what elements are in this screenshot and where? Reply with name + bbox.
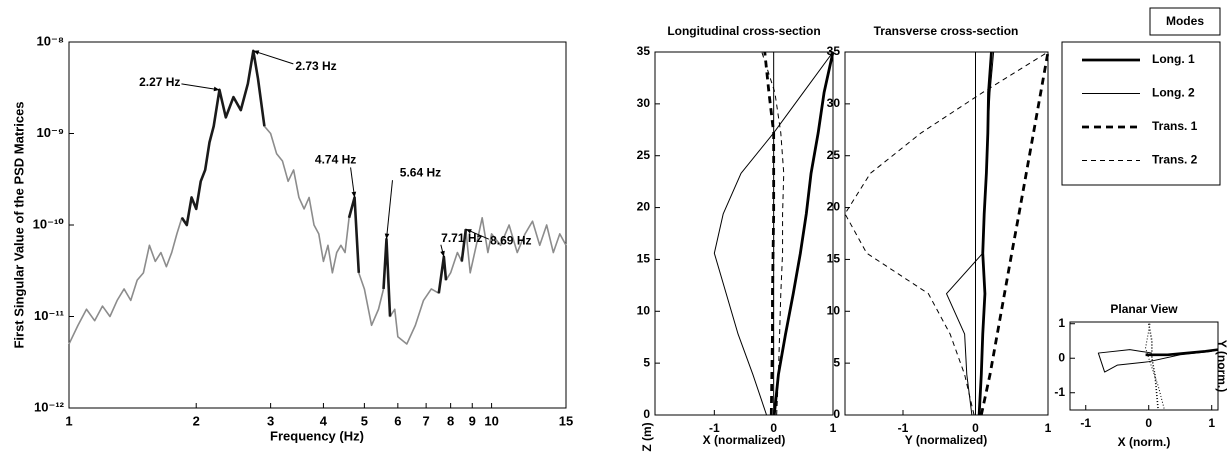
chart-title: Planar View: [1110, 302, 1178, 316]
x-tick-label: 4: [320, 413, 328, 428]
y-tick-label: 15: [637, 252, 651, 266]
x-tick-label: 9: [469, 413, 476, 428]
legend-label: Trans. 1: [1152, 119, 1198, 133]
y-tick-label: 1: [1058, 316, 1065, 330]
series-line: [1097, 349, 1212, 373]
x-axis-label: Frequency (Hz): [270, 428, 364, 443]
x-tick-label: 3: [267, 413, 274, 428]
x-tick-label: 7: [423, 413, 430, 428]
x-tick-label: 1: [830, 421, 837, 435]
legend-box: [1061, 41, 1221, 186]
chart-title: Longitudinal cross-section: [667, 24, 820, 38]
y-tick-label: 15: [827, 252, 841, 266]
x-tick-label: 15: [559, 413, 573, 428]
annotation-label: 2.27 Hz: [139, 75, 180, 89]
y-tick-label: 25: [827, 148, 841, 162]
arrow-head: [465, 229, 472, 234]
y-tick-label: -1: [1054, 385, 1065, 399]
legend-label: Trans. 2: [1152, 153, 1198, 167]
annotation-label: 7.71 Hz: [441, 231, 482, 245]
x-tick-label: 1: [1045, 421, 1052, 435]
plot-frame: [654, 51, 834, 416]
y-tick-label: 0: [1058, 350, 1065, 364]
annotation-label: 2.73 Hz: [295, 59, 336, 73]
series-line: [1145, 348, 1219, 357]
x-tick-label: 0: [770, 421, 777, 435]
x-axis-label: X (norm.): [1118, 435, 1171, 449]
arrow-head: [351, 191, 357, 198]
y-axis-label: Z (m): [640, 422, 654, 451]
x-tick-label: 0: [972, 421, 979, 435]
y-tick-label: 35: [827, 44, 841, 58]
chart-title: Transverse cross-section: [874, 24, 1019, 38]
y-axis-label: First Singular Value of the PSD Matrices: [11, 101, 26, 348]
y-tick-label: 30: [827, 96, 841, 110]
series-line: [180, 49, 468, 317]
y-tick-label: 10⁻¹⁰: [33, 216, 65, 231]
x-tick-label: 6: [394, 413, 401, 428]
series-line: [772, 51, 835, 416]
arrow-head: [384, 233, 390, 240]
arrow-head: [253, 50, 260, 55]
y-tick-label: 10⁻⁸: [37, 33, 64, 48]
x-tick-label: 1: [65, 413, 72, 428]
x-tick-label: -1: [1080, 416, 1091, 430]
x-tick-label: 2: [193, 413, 200, 428]
y-tick-label: 10⁻¹²: [34, 399, 65, 414]
x-tick-label: 10: [484, 413, 498, 428]
plot-frame: [1069, 321, 1219, 411]
legend-title: Modes: [1166, 14, 1204, 28]
y-tick-label: 35: [637, 44, 651, 58]
series-line: [1147, 323, 1159, 411]
y-tick-label: 0: [643, 407, 650, 421]
legend-title-box: [1149, 7, 1221, 36]
annotation-label: 8.69 Hz: [490, 233, 531, 247]
x-tick-label: -1: [709, 421, 720, 435]
x-tick-label: 8: [447, 413, 454, 428]
annotation-label: 5.64 Hz: [400, 165, 441, 179]
y-tick-label: 5: [833, 355, 840, 369]
annotation-arrow: [385, 180, 393, 240]
x-tick-label: 0: [1145, 416, 1152, 430]
plot-frame: [68, 41, 567, 409]
y-tick-label: 5: [643, 355, 650, 369]
x-tick-label: 1: [1208, 416, 1215, 430]
series-line: [1145, 323, 1165, 411]
series-line: [844, 51, 1049, 416]
y-tick-label: 25: [637, 148, 651, 162]
y-tick-label: 10: [827, 303, 841, 317]
y-tick-label: 10: [637, 303, 651, 317]
series-line: [713, 51, 834, 416]
annotation-label: 4.74 Hz: [315, 153, 356, 167]
annotation-arrow: [253, 50, 294, 65]
y-tick-label: 10⁻¹¹: [34, 308, 64, 323]
x-tick-label: -1: [898, 421, 909, 435]
x-axis-label: X (normalized): [703, 433, 786, 447]
y-tick-label: 20: [827, 200, 841, 214]
arrow-head: [440, 250, 445, 257]
series-line: [761, 51, 785, 416]
y-axis-label: Y (norm.): [1215, 340, 1229, 392]
series-line: [979, 51, 1050, 416]
legend-label: Long. 1: [1152, 52, 1195, 66]
series-line: [763, 51, 776, 416]
legend-label: Long. 2: [1152, 86, 1195, 100]
series-line: [946, 51, 995, 416]
annotation-arrow: [181, 83, 220, 91]
arrow-head: [213, 86, 220, 92]
series-line: [68, 50, 567, 345]
plot-frame: [844, 51, 1049, 416]
y-tick-label: 30: [637, 96, 651, 110]
x-axis-label: Y (normalized): [905, 433, 987, 447]
x-tick-label: 5: [361, 413, 368, 428]
y-tick-label: 0: [833, 407, 840, 421]
y-tick-label: 20: [637, 200, 651, 214]
y-tick-label: 10⁻⁹: [37, 125, 65, 140]
